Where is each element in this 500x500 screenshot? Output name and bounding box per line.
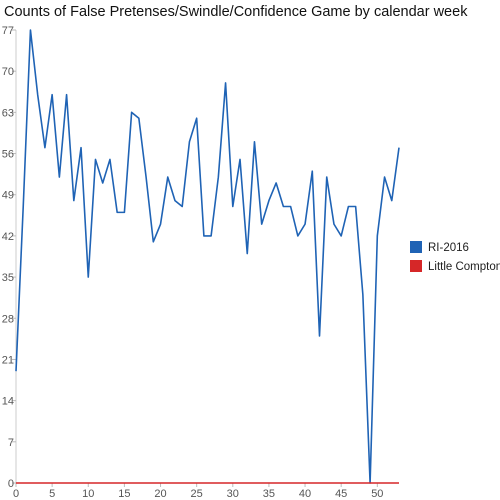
x-tick-label: 50 [371,488,383,500]
y-tick-label: 63 [2,107,14,119]
x-tick-label: 40 [299,488,311,500]
x-tick-label: 20 [154,488,166,500]
x-tick-label: 30 [227,488,239,500]
axes: 0 7 14 21 28 35 42 49 56 63 70 77 0 5 10 15 20 25 30 35 40 45… [2,25,399,500]
x-tick-label: 45 [335,488,347,500]
legend-label: Little Compton [428,261,500,273]
legend-swatch [410,260,422,272]
x-tick-label: 15 [118,488,130,500]
legend: RI-2016 Little Compton [410,241,500,273]
y-tick-label: 0 [8,478,14,490]
y-tick-label: 35 [2,272,14,284]
x-tick-label: 25 [191,488,203,500]
series-layer [15,29,400,484]
chart-title: Counts of False Pretenses/Swindle/Confid… [4,4,468,20]
series-line-ri-2016 [15,29,400,484]
y-tick-label: 28 [2,313,14,325]
y-tick-label: 7 [8,437,14,449]
y-tick-label: 56 [2,149,14,161]
y-tick-label: 14 [2,396,14,408]
y-tick-label: 42 [2,231,14,243]
legend-label: RI-2016 [428,242,469,254]
legend-swatch [410,241,422,253]
x-tick-label: 0 [13,488,19,500]
x-tick-label: 10 [82,488,94,500]
x-tick-label: 5 [49,488,55,500]
y-tick-label: 77 [2,25,14,37]
y-tick-label: 70 [2,66,14,78]
x-tick-label: 35 [263,488,275,500]
y-tick-label: 21 [2,354,14,366]
y-tick-label: 49 [2,190,14,202]
